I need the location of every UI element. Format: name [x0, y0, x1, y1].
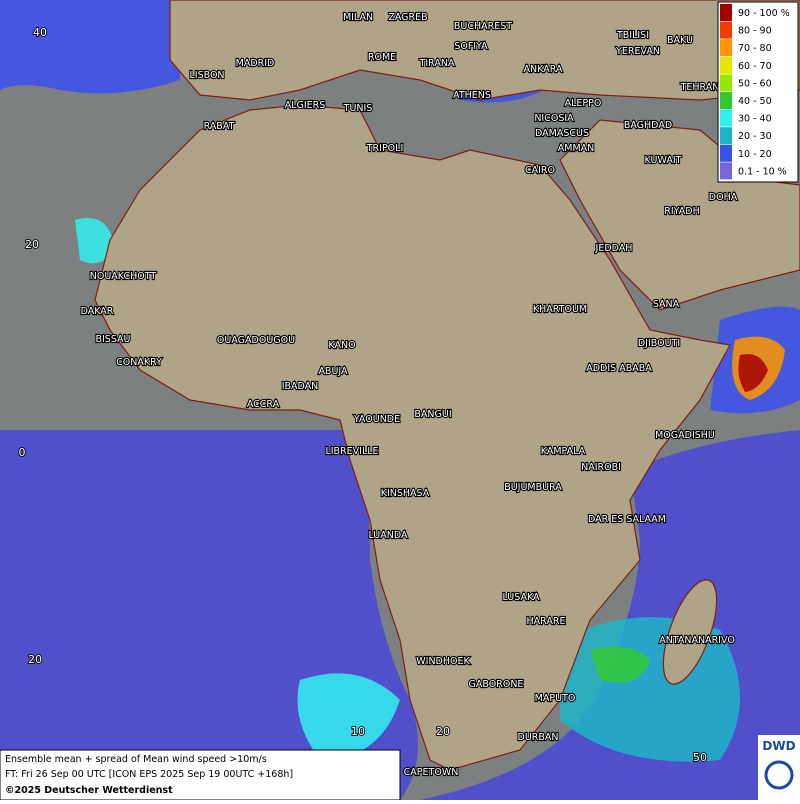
city-label: ANTANANARIVO	[659, 635, 735, 646]
city-label: BUJUMBURA	[504, 482, 562, 493]
city-label: ROME	[368, 52, 396, 63]
city-label: DJIBOUTI	[638, 338, 680, 349]
city-label: DOHA	[709, 192, 738, 203]
city-label: TUNIS	[343, 103, 373, 114]
city-label: AMMAN	[558, 143, 595, 154]
legend-label: 40 - 50	[738, 96, 772, 107]
city-label: MADRID	[236, 58, 275, 69]
city-label: BANGUI	[414, 409, 451, 420]
city-label: BAKU	[667, 35, 693, 46]
city-label: BUCHAREST	[454, 21, 512, 32]
city-label: CONAKRY	[116, 357, 162, 368]
legend-swatch	[720, 144, 732, 162]
city-label: ZAGREB	[388, 12, 427, 23]
city-label: SOFIYA	[454, 41, 488, 52]
city-label: WINDHOEK	[416, 656, 470, 667]
legend-label: 80 - 90	[738, 26, 772, 37]
legend-label: 90 - 100 %	[738, 8, 790, 19]
city-label: BAGHDAD	[624, 120, 672, 131]
city-label: ATHENS	[453, 90, 491, 101]
city-label: KANO	[328, 340, 355, 351]
logo: DWD	[762, 739, 795, 753]
grid-label: 20	[28, 653, 42, 666]
legend-swatch	[720, 74, 732, 92]
city-label: CAPETOWN	[404, 767, 459, 778]
city-label: KHARTOUM	[533, 304, 587, 315]
city-label: NAIROBI	[581, 462, 621, 473]
city-label: DAKAR	[81, 306, 114, 317]
city-label: TBILISI	[616, 30, 649, 41]
footer-line: ©2025 Deutscher Wetterdienst	[5, 785, 173, 796]
legend-label: 0.1 - 10 %	[738, 166, 787, 177]
city-label: ACCRA	[247, 399, 280, 410]
legend-label: 30 - 40	[738, 114, 772, 125]
legend-label: 20 - 30	[738, 131, 772, 142]
logo-icon	[764, 760, 794, 790]
city-label: JEDDAH	[595, 243, 633, 254]
city-label: RIYADH	[664, 206, 699, 217]
grid-label: 40	[33, 26, 47, 39]
legend-swatch	[720, 127, 732, 145]
city-label: ANKARA	[524, 64, 563, 75]
legend-swatch	[720, 39, 732, 57]
city-label: BISSAU	[95, 334, 130, 345]
legend-swatch	[720, 4, 732, 21]
grid-label: 0	[19, 446, 26, 459]
city-label: TRIPOLI	[366, 143, 404, 154]
city-label: ALEPPO	[565, 98, 602, 109]
footer-line: FT: Fri 26 Sep 00 UTC [ICON EPS 2025 Sep…	[5, 769, 293, 780]
city-label: ADDIS ABABA	[586, 363, 652, 374]
city-label: IBADAN	[282, 381, 319, 392]
city-label: MAPUTO	[535, 693, 576, 704]
footer-line: Ensemble mean + spread of Mean wind spee…	[5, 754, 267, 765]
grid-label: 10	[351, 725, 365, 738]
city-label: DAMASCUS	[535, 128, 589, 139]
city-label: OUAGADOUGOU	[217, 335, 295, 346]
city-label: TEHRAN	[680, 82, 720, 93]
city-label: LIBREVILLE	[325, 446, 378, 457]
city-label: CAIRO	[525, 165, 555, 176]
legend-label: 70 - 80	[738, 43, 772, 54]
footer-box	[0, 749, 401, 801]
city-label: DURBAN	[518, 732, 559, 743]
legend-label: 10 - 20	[738, 149, 772, 160]
legend-swatch	[720, 162, 732, 180]
city-label: KAMPALA	[541, 446, 586, 457]
city-label: KINSHASA	[381, 488, 430, 499]
city-label: DAR ES SALAAM	[588, 514, 666, 525]
city-label: YAOUNDE	[353, 414, 400, 425]
city-label: MOGADISHU	[655, 430, 715, 441]
city-label: RABAT	[204, 121, 235, 132]
legend-swatch	[720, 109, 732, 127]
city-label: LUANDA	[368, 530, 408, 541]
grid-label: 20	[436, 725, 450, 738]
legend-swatch	[720, 21, 732, 39]
city-label: YEREVAN	[615, 46, 660, 57]
city-label: SANA	[653, 299, 680, 310]
city-label: ALGIERS	[285, 100, 326, 111]
city-label: KUWAIT	[645, 155, 682, 166]
legend-label: 50 - 60	[738, 78, 772, 89]
grid-label: 20	[25, 238, 39, 251]
city-label: LUSAKA	[502, 592, 540, 603]
city-label: TIRANA	[419, 58, 455, 69]
grid-label: 50	[693, 751, 707, 764]
legend-label: 60 - 70	[738, 61, 772, 72]
city-label: LISBON	[189, 70, 224, 81]
city-label: ABUJA	[318, 366, 348, 377]
city-label: GABORONE	[469, 679, 524, 690]
city-label: MILAN	[343, 12, 373, 23]
legend-swatch	[720, 92, 732, 109]
city-label: NOUAKCHOTT	[90, 271, 157, 282]
legend-swatch	[720, 56, 732, 74]
city-label: NICOSIA	[534, 113, 574, 124]
city-label: HARARE	[527, 616, 566, 627]
